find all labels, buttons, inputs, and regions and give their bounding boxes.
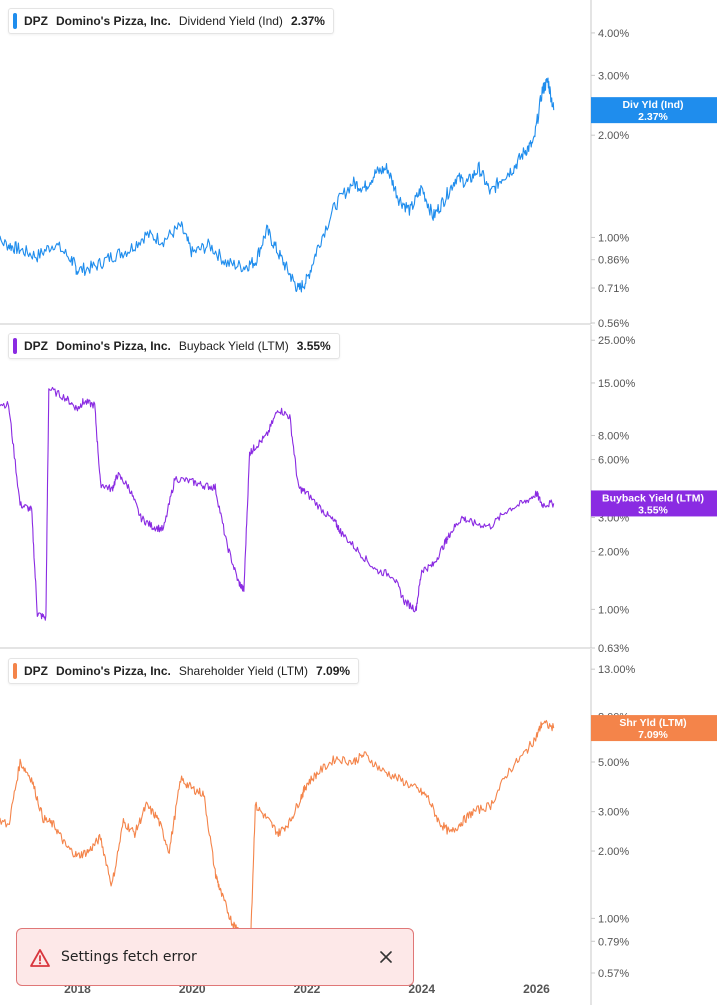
y-tick-label: 0.86%: [598, 255, 629, 267]
y-tick-label: 0.79%: [598, 936, 629, 948]
y-tick-label: 3.00%: [598, 70, 629, 82]
current-label-value: 2.37%: [638, 111, 668, 123]
y-tick-label: 1.00%: [598, 232, 629, 244]
y-tick-label: 0.56%: [598, 318, 629, 330]
dividend-yield-panel: 4.00% 3.00% 2.00% 1.00% 0.86% 0.71% 0.56% Div Y…: [0, 0, 717, 330]
x-tick-label: 2026: [523, 982, 550, 996]
y-tick-label: 1.00%: [598, 604, 629, 616]
legend-ticker: DPZ: [24, 339, 48, 353]
legend-metric: Buyback Yield (LTM): [178, 339, 289, 353]
error-toast: Settings fetch error: [16, 928, 414, 986]
y-tick-label: 4.00%: [598, 28, 629, 40]
legend-value: 2.37%: [290, 14, 325, 28]
dividend-yield-swatch: [13, 13, 17, 29]
buyback-yield-swatch: [13, 338, 17, 354]
y-tick-label: 13.00%: [598, 664, 636, 676]
legend-value: 7.09%: [316, 664, 351, 678]
shareholder-yield-swatch: [13, 663, 17, 679]
dividend-yield-legend[interactable]: DPZ Domino's Pizza, Inc. Dividend Yield …: [8, 8, 334, 34]
y-tick-label: 6.00%: [598, 455, 629, 467]
toast-message: Settings fetch error: [61, 949, 197, 965]
y-tick-label: 1.00%: [598, 913, 629, 925]
current-label-name: Buyback Yield (LTM): [602, 492, 704, 504]
current-label-name: Shr Yld (LTM): [619, 717, 686, 729]
buyback-yield-series-line: [0, 386, 555, 621]
y-tick-label: 2.00%: [598, 546, 629, 558]
shareholder-yield-legend[interactable]: DPZ Domino's Pizza, Inc. Shareholder Yie…: [8, 658, 360, 684]
buyback-yield-legend[interactable]: DPZ Domino's Pizza, Inc. Buyback Yield (…: [8, 333, 340, 359]
y-tick-label: 15.00%: [598, 378, 636, 390]
y-tick-label: 0.71%: [598, 283, 629, 295]
y-tick-label: 0.63%: [598, 643, 629, 655]
legend-company: Domino's Pizza, Inc.: [56, 664, 171, 678]
legend-value: 3.55%: [296, 339, 331, 353]
x-tick-label: 2024: [408, 982, 435, 996]
y-tick-label: 25.00%: [598, 335, 636, 347]
y-tick-label: 2.00%: [598, 130, 629, 142]
legend-ticker: DPZ: [24, 14, 48, 28]
buyback-yield-current-label: [591, 490, 717, 517]
shareholder-yield-current-label: [591, 715, 717, 742]
legend-metric: Shareholder Yield (LTM): [178, 664, 309, 678]
buyback-yield-panel: 25.00%15.00%8.00%6.00%3.00%2.00%1.00%0.6…: [0, 325, 717, 655]
close-icon[interactable]: [379, 950, 393, 964]
y-tick-label: 3.00%: [598, 807, 629, 819]
legend-ticker: DPZ: [24, 664, 48, 678]
y-tick-label: 0.57%: [598, 968, 629, 980]
y-tick-label: 5.00%: [598, 757, 629, 769]
legend-company: Domino's Pizza, Inc.: [56, 14, 171, 28]
warning-triangle-icon: [30, 949, 50, 967]
dividend-yield-series-line: [0, 77, 555, 293]
current-label-value: 7.09%: [638, 729, 668, 741]
legend-metric: Dividend Yield (Ind): [178, 14, 283, 28]
current-label-value: 3.55%: [638, 504, 668, 516]
toast-close-button[interactable]: [373, 944, 399, 970]
dividend-yield-current-label: [591, 97, 717, 124]
y-tick-label: 8.00%: [598, 431, 629, 443]
y-tick-label: 2.00%: [598, 846, 629, 858]
legend-company: Domino's Pizza, Inc.: [56, 339, 171, 353]
current-label-name: Div Yld (Ind): [622, 99, 683, 111]
